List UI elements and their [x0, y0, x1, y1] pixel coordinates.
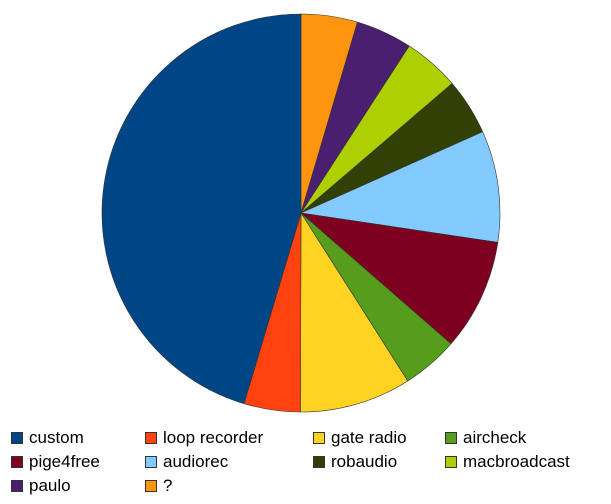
legend-swatch — [11, 456, 23, 468]
legend-item-unknown: ? — [145, 477, 172, 495]
legend-swatch — [145, 432, 157, 444]
legend-swatch — [313, 456, 325, 468]
legend-item-robaudio: robaudio — [313, 453, 397, 471]
pie-slice-pige4free — [300, 212, 499, 345]
legend-label: paulo — [29, 476, 71, 495]
pie-slice-custom — [101, 13, 302, 405]
legend-label: custom — [29, 428, 84, 447]
legend-item-gate-radio: gate radio — [313, 429, 407, 447]
pie-slice-gate-radio — [300, 211, 409, 413]
pie-chart — [101, 13, 501, 413]
legend-swatch — [145, 480, 157, 492]
legend-item-aircheck: aircheck — [445, 429, 526, 447]
legend-swatch — [313, 432, 325, 444]
legend-swatch — [145, 456, 157, 468]
legend-swatch — [445, 432, 457, 444]
legend-label: aircheck — [463, 428, 527, 447]
legend-label: macbroadcast — [463, 452, 570, 471]
pie-slice-audiorec — [299, 131, 501, 243]
legend-item-loop-recorder: loop recorder — [145, 429, 263, 447]
legend-swatch — [11, 480, 23, 492]
legend-label: gate radio — [331, 428, 407, 447]
legend-item-paulo: paulo — [11, 477, 71, 495]
legend-swatch — [445, 456, 457, 468]
legend-item-audiorec: audiorec — [145, 453, 228, 471]
legend-label: ? — [163, 476, 173, 495]
legend-item-custom: custom — [11, 429, 84, 447]
legend-item-macbroadcast: macbroadcast — [445, 453, 570, 471]
legend-swatch — [11, 432, 23, 444]
legend-label: robaudio — [331, 452, 398, 471]
legend-label: audiorec — [163, 452, 229, 471]
legend-item-pige4free: pige4free — [11, 453, 100, 471]
legend-label: pige4free — [29, 452, 100, 471]
legend-label: loop recorder — [163, 428, 264, 447]
